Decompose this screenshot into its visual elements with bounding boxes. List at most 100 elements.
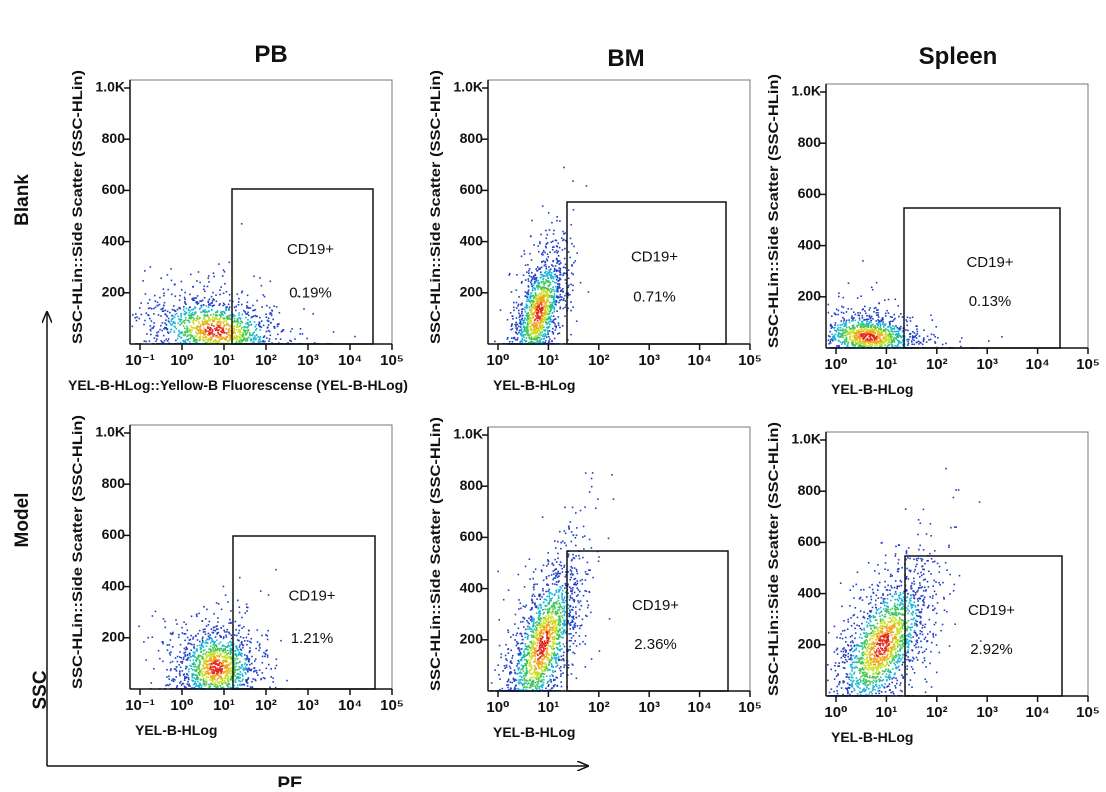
event-dot [540, 332, 542, 334]
event-dot [539, 325, 541, 327]
event-dot [199, 641, 201, 643]
event-dot [886, 310, 888, 312]
event-dot [541, 281, 543, 283]
event-dot [223, 293, 225, 295]
event-dot [887, 342, 889, 344]
event-dot [897, 340, 899, 342]
event-dot [214, 320, 216, 322]
event-dot [166, 324, 168, 326]
event-dot [198, 326, 200, 328]
event-dot [538, 306, 540, 308]
event-dot [199, 659, 201, 661]
event-dot [862, 334, 864, 336]
event-dot [184, 640, 186, 642]
event-dot [555, 282, 557, 284]
event-dot [552, 246, 554, 248]
event-dot [568, 251, 570, 253]
event-dot [869, 340, 871, 342]
event-dot [255, 324, 257, 326]
event-dot [859, 318, 861, 320]
event-dot [222, 687, 224, 689]
event-dot [540, 294, 542, 296]
event-dot [190, 643, 192, 645]
event-dot [223, 636, 225, 638]
event-dot [280, 640, 282, 642]
x-tick-label: 10⁴ [1026, 356, 1050, 373]
y-tick-label: 800 [460, 130, 484, 146]
event-dot [559, 332, 561, 334]
event-dot [879, 341, 881, 343]
event-dot [864, 336, 866, 338]
event-dot [234, 320, 236, 322]
event-dot [191, 327, 193, 329]
event-dot [866, 315, 868, 317]
event-dot [568, 285, 570, 287]
event-dot [220, 334, 222, 336]
event-dot [544, 318, 546, 320]
event-dot [160, 315, 162, 317]
event-dot [555, 265, 557, 267]
event-dot [528, 272, 530, 274]
event-dot [153, 308, 155, 310]
event-dot [545, 266, 547, 268]
event-dot [851, 315, 853, 317]
event-dot [227, 684, 229, 686]
event-dot [540, 271, 542, 273]
event-dot [213, 630, 215, 632]
event-dot [854, 337, 856, 339]
event-dot [547, 334, 549, 336]
event-dot [862, 315, 864, 317]
event-dot [234, 332, 236, 334]
event-dot [860, 332, 862, 334]
event-dot [198, 613, 200, 615]
event-dot [860, 326, 862, 328]
event-dot [907, 344, 909, 346]
event-dot [530, 282, 532, 284]
event-dot [245, 311, 247, 313]
event-dot [213, 276, 215, 278]
event-dot [157, 305, 159, 307]
event-dot [192, 297, 194, 299]
event-dot [168, 676, 170, 678]
event-dot [562, 231, 564, 233]
event-dot [198, 321, 200, 323]
event-dot [188, 330, 190, 332]
event-dot [249, 647, 251, 649]
event-dot [268, 594, 270, 596]
event-dot [163, 305, 165, 307]
event-dot [228, 325, 230, 327]
event-dot [537, 245, 539, 247]
event-dot [223, 337, 225, 339]
event-dot [540, 319, 542, 321]
event-dot [559, 300, 561, 302]
event-dot [507, 338, 509, 340]
event-dot [162, 661, 164, 663]
event-dot [259, 647, 261, 649]
event-dot [872, 318, 874, 320]
event-dot [235, 629, 237, 631]
event-dot [190, 329, 192, 331]
event-dot [264, 656, 266, 658]
event-dot [202, 311, 204, 313]
event-dot [219, 339, 221, 341]
event-dot [521, 303, 523, 305]
event-dot [529, 268, 531, 270]
event-dot [170, 639, 172, 641]
event-dot [874, 325, 876, 327]
event-dot [891, 341, 893, 343]
event-dot [168, 318, 170, 320]
event-dot [557, 291, 559, 293]
event-dot [851, 331, 853, 333]
event-dot [182, 632, 184, 634]
event-dot [167, 649, 169, 651]
y-tick-label: 1.0K [453, 79, 483, 95]
event-dot [212, 305, 214, 307]
event-dot [1001, 336, 1003, 338]
event-dot [515, 327, 517, 329]
event-dot [550, 308, 552, 310]
event-dot [256, 316, 258, 318]
event-dot [893, 340, 895, 342]
event-dot [219, 685, 221, 687]
event-dot [199, 317, 201, 319]
